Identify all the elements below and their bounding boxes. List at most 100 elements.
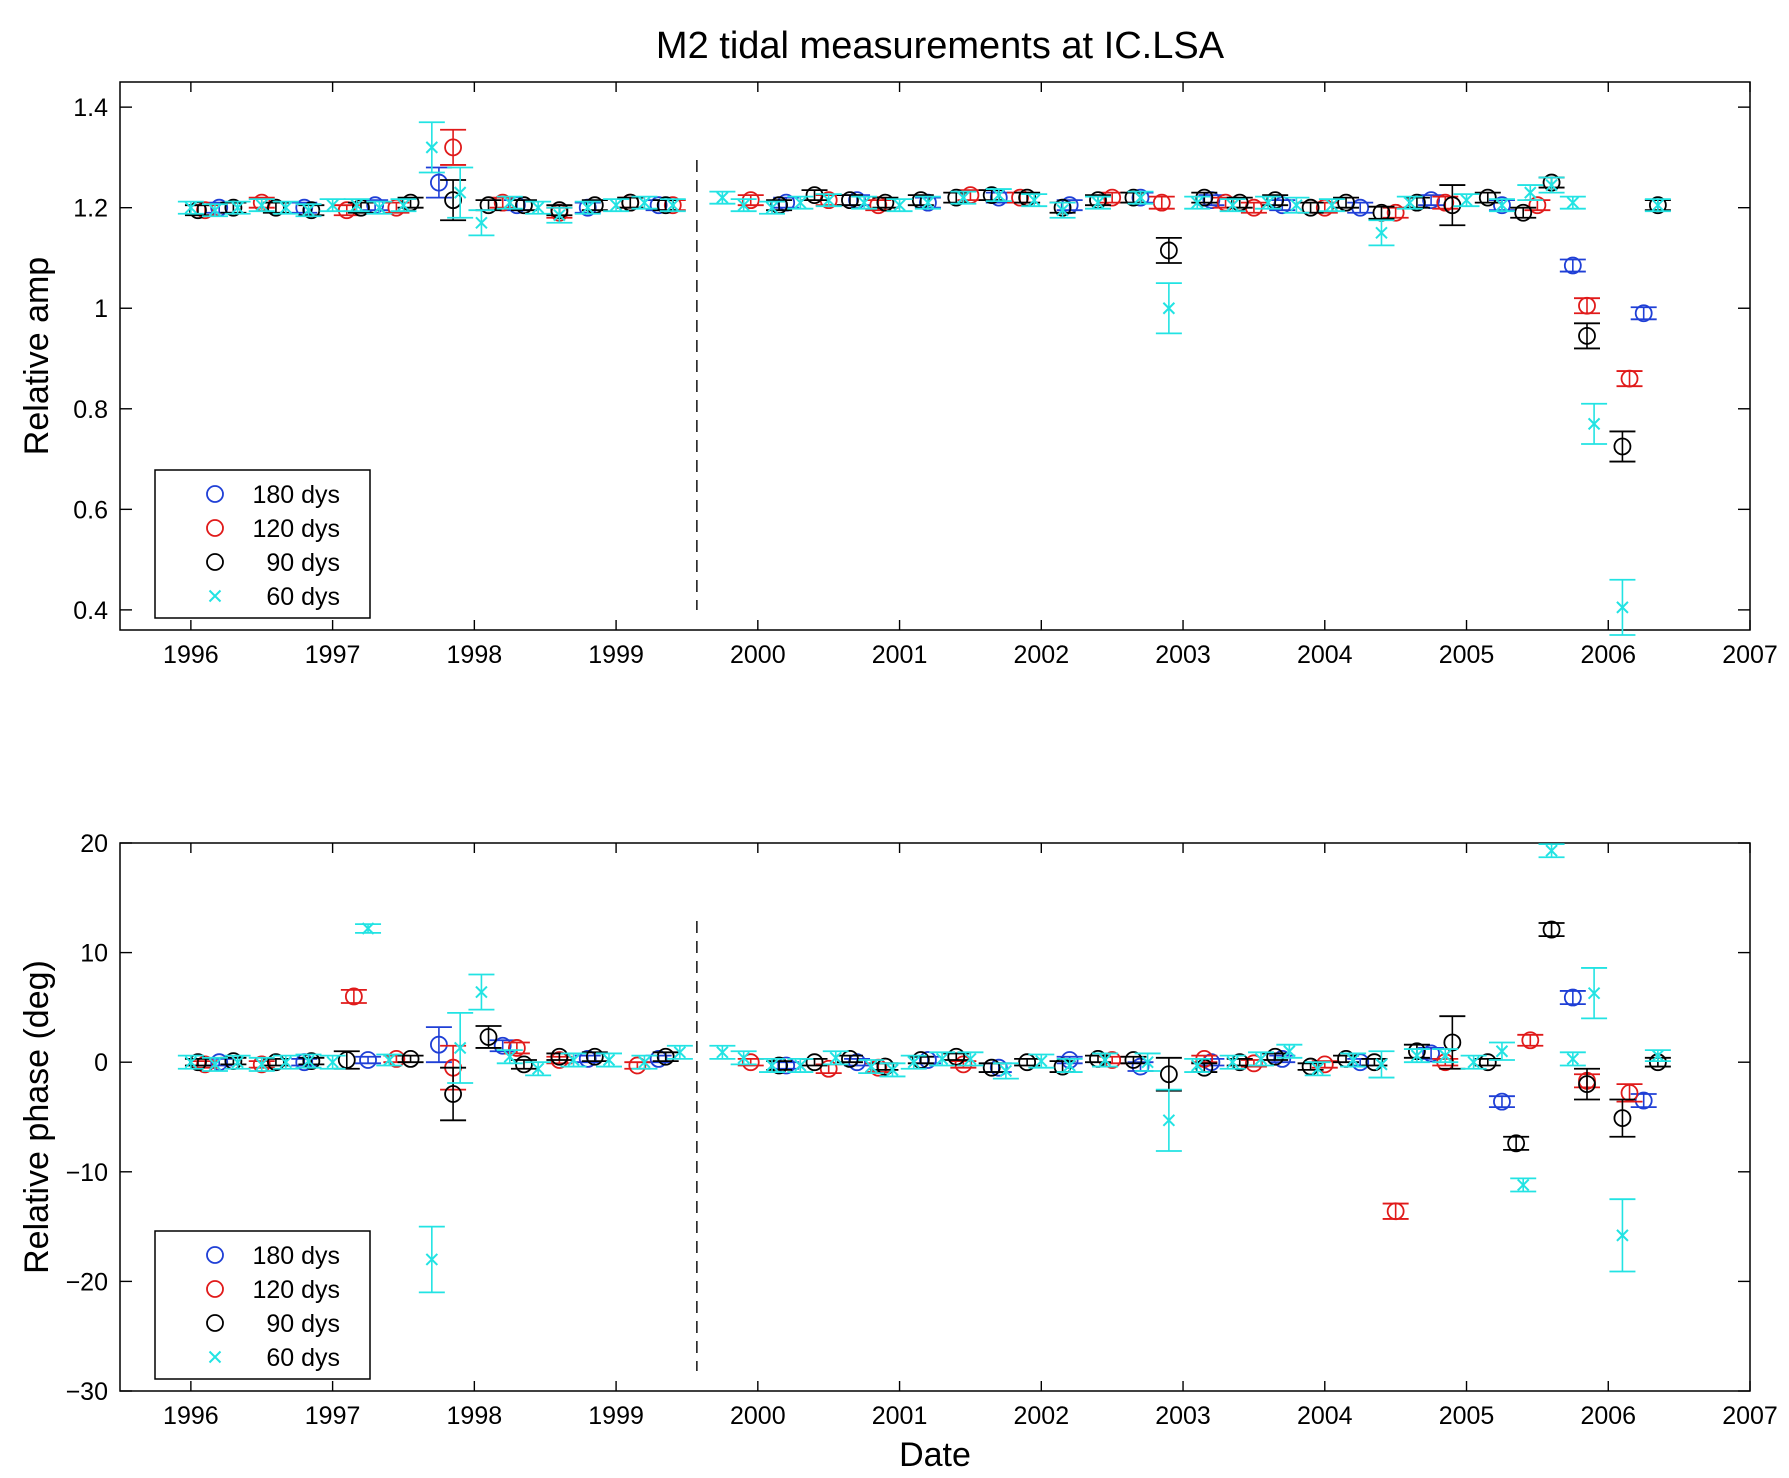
x-marker <box>326 198 339 212</box>
data-point <box>1184 195 1211 210</box>
x-marker <box>921 196 935 209</box>
data-point <box>851 195 878 210</box>
circle-marker <box>1478 188 1497 207</box>
figure-title: M2 tidal measurements at IC.LSA <box>656 25 1225 67</box>
x-marker <box>1375 226 1388 240</box>
legend-marker <box>206 485 224 503</box>
legend-marker <box>206 553 224 571</box>
x-marker <box>1616 601 1629 614</box>
data-point <box>546 206 573 224</box>
data-point <box>822 1050 849 1066</box>
circle-marker <box>337 201 356 220</box>
x-tick-label: 2003 <box>1155 1402 1211 1430</box>
data-point <box>1382 1202 1409 1221</box>
circle-marker <box>1507 1134 1526 1153</box>
circle-marker <box>621 193 640 212</box>
data-point <box>1581 967 1608 1020</box>
data-point <box>1021 193 1048 208</box>
x-marker <box>425 141 439 154</box>
data-point <box>737 191 764 210</box>
data-point <box>1368 219 1395 247</box>
x-marker <box>350 198 363 212</box>
data-point <box>1503 1134 1530 1153</box>
data-point <box>1538 176 1565 194</box>
circle-marker <box>359 1051 377 1069</box>
data-point <box>1276 1043 1303 1059</box>
x-marker <box>1587 986 1601 1000</box>
data-point <box>815 193 842 208</box>
circle-marker <box>1620 369 1639 388</box>
data-point <box>1510 203 1537 222</box>
x-tick-label: 2006 <box>1580 1402 1636 1430</box>
x-marker <box>503 196 516 209</box>
circle-marker <box>1131 188 1150 207</box>
data-point <box>1538 843 1565 859</box>
series-60-dys <box>177 121 1671 636</box>
legend-marker <box>206 1246 224 1264</box>
circle-marker <box>1542 920 1561 939</box>
circle-marker <box>1493 196 1511 215</box>
circle-marker <box>1528 196 1547 215</box>
x-marker <box>716 1046 729 1059</box>
data-point <box>1255 195 1282 210</box>
x-tick-label: 2001 <box>872 1402 928 1430</box>
x-marker <box>1545 178 1558 192</box>
x-marker <box>302 1054 315 1068</box>
data-point <box>1155 1088 1182 1152</box>
data-point <box>1340 1052 1367 1068</box>
y-tick-label: 0.6 <box>73 496 108 524</box>
circle-marker <box>302 1052 321 1071</box>
x-tick-label: 1997 <box>305 641 361 669</box>
circle-marker <box>479 1028 498 1046</box>
circle-marker <box>479 196 498 215</box>
data-point <box>1304 1061 1331 1077</box>
data-point <box>468 209 495 237</box>
x-marker <box>361 922 375 935</box>
x-marker <box>397 198 410 212</box>
data-point <box>440 1066 467 1122</box>
data-point <box>1368 1050 1395 1079</box>
data-point <box>1403 193 1430 212</box>
data-point <box>440 128 467 166</box>
plot-area <box>119 842 1751 1392</box>
circle-marker <box>1386 203 1405 222</box>
circle-marker <box>1011 188 1029 207</box>
circle-marker <box>1266 1047 1285 1066</box>
y-axis-label: Relative amp <box>18 257 56 455</box>
x-marker <box>1439 1049 1452 1062</box>
x-marker <box>794 1059 807 1072</box>
data-point <box>1559 988 1586 1007</box>
data-point <box>295 203 322 218</box>
x-tick-label: 2005 <box>1439 641 1495 669</box>
data-point <box>950 190 977 205</box>
x-marker <box>1566 1052 1580 1066</box>
x-marker <box>383 1053 396 1067</box>
data-point <box>872 193 899 212</box>
data-point <box>992 1062 1019 1080</box>
x-marker <box>453 186 467 199</box>
legend-label: 120 dys <box>252 1276 340 1304</box>
data-point <box>343 198 370 213</box>
x-tick-label: 1996 <box>163 641 219 669</box>
x-marker <box>1063 1059 1076 1072</box>
data-point <box>272 1054 299 1070</box>
data-point <box>659 198 686 213</box>
data-point <box>1616 369 1643 388</box>
data-point <box>1453 193 1480 208</box>
circle-marker <box>947 1047 966 1066</box>
x-marker <box>231 1055 244 1069</box>
x-marker <box>765 201 779 214</box>
data-point <box>1460 1054 1487 1070</box>
x-marker <box>1091 196 1105 209</box>
circle-marker <box>982 1058 1001 1077</box>
data-point <box>801 186 828 205</box>
x-marker <box>531 201 545 214</box>
x-tick-label: 2007 <box>1722 1402 1778 1430</box>
circle-marker <box>663 196 682 215</box>
x-marker <box>1035 1054 1048 1068</box>
data-point <box>201 1056 228 1072</box>
data-point <box>1318 198 1345 213</box>
data-point <box>510 196 537 215</box>
circle-marker <box>224 198 243 217</box>
legend-label: 180 dys <box>252 481 340 509</box>
